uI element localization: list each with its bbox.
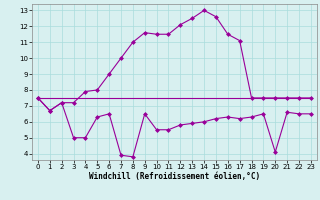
X-axis label: Windchill (Refroidissement éolien,°C): Windchill (Refroidissement éolien,°C)	[89, 172, 260, 181]
